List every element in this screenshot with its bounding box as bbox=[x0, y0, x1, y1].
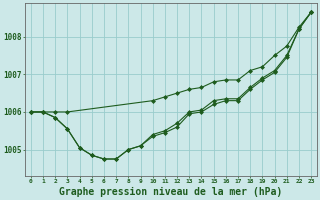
X-axis label: Graphe pression niveau de la mer (hPa): Graphe pression niveau de la mer (hPa) bbox=[60, 187, 283, 197]
